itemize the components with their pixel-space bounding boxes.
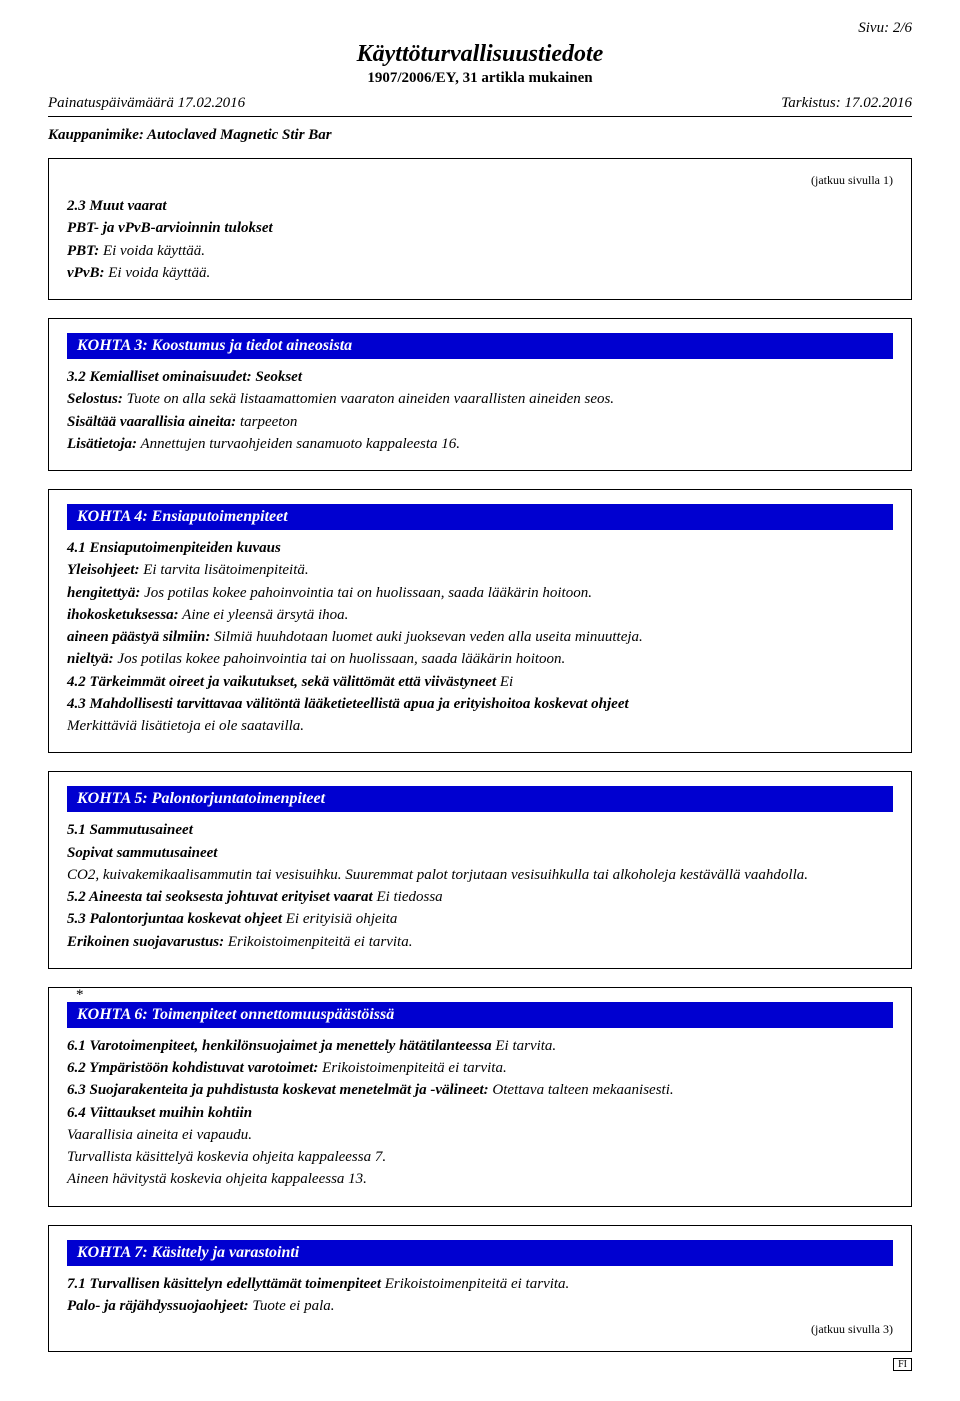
document-subtitle: 1907/2006/EY, 31 artikla mukainen xyxy=(48,70,912,87)
ihokosketus-label: ihokosketuksessa: xyxy=(67,607,179,623)
language-badge: FI xyxy=(893,1358,912,1371)
continued-next-note: (jatkuu sivulla 3) xyxy=(67,1322,893,1337)
section-7-header: KOHTA 7: Käsittely ja varastointi xyxy=(67,1240,893,1266)
pbt-label: PBT: xyxy=(67,243,99,259)
sec4-2-heading: 4.2 Tärkeimmät oireet ja vaikutukset, se… xyxy=(67,674,496,690)
silmiin-label: aineen päästyä silmiin: xyxy=(67,629,210,645)
sec6-4-text2: Turvallista käsittelyä koskevia ohjeita … xyxy=(67,1149,386,1165)
continued-from-note: (jatkuu sivulla 1) xyxy=(67,173,893,188)
sec5-1-heading: 5.1 Sammutusaineet xyxy=(67,822,193,838)
divider xyxy=(48,116,912,117)
sec5-3-heading: 5.3 Palontorjuntaa koskevat ohjeet xyxy=(67,911,282,927)
sec6-4-heading: 6.4 Viittaukset muihin kohtiin xyxy=(67,1105,252,1121)
selostus-label: Selostus: xyxy=(67,391,123,407)
section-4-header: KOHTA 4: Ensiaputoimenpiteet xyxy=(67,504,893,530)
sec6-4-text3: Aineen hävitystä koskevia ohjeita kappal… xyxy=(67,1171,367,1187)
sec4-1-heading: 4.1 Ensiaputoimenpiteiden kuvaus xyxy=(67,540,281,556)
hengitettya-text: Jos potilas kokee pahoinvointia tai on h… xyxy=(140,585,592,601)
vpvb-label: vPvB: xyxy=(67,265,104,281)
page-number: Sivu: 2/6 xyxy=(48,20,912,37)
change-marker-icon: * xyxy=(76,987,84,1004)
silmiin-text: Silmiä huuhdotaan luomet auki juoksevan … xyxy=(210,629,642,645)
section-5-header: KOHTA 5: Palontorjuntatoimenpiteet xyxy=(67,786,893,812)
sec6-2-text: Erikoistoimenpiteitä ei tarvita. xyxy=(318,1060,506,1076)
sec5-2-heading: 5.2 Aineesta tai seoksesta johtuvat erit… xyxy=(67,889,373,905)
yleisohjeet-label: Yleisohjeet: xyxy=(67,562,139,578)
sec7-1-text: Erikoistoimenpiteitä ei tarvita. xyxy=(381,1276,569,1292)
nieltya-label: nieltyä: xyxy=(67,651,114,667)
ihokosketus-text: Aine ei yleensä ärsytä ihoa. xyxy=(179,607,349,623)
sec5-2-text: Ei tiedossa xyxy=(373,889,443,905)
sopivat-heading: Sopivat sammutusaineet xyxy=(67,845,217,861)
section-3-header: KOHTA 3: Koostumus ja tiedot aineosista xyxy=(67,333,893,359)
erikoinen-text: Erikoistoimenpiteitä ei tarvita. xyxy=(224,934,412,950)
selostus-text: Tuote on alla sekä listaamattomien vaara… xyxy=(123,391,614,407)
pbt-vpvb-heading: PBT- ja vPvB-arvioinnin tulokset xyxy=(67,220,273,236)
sec7-1-heading: 7.1 Turvallisen käsittelyn edellyttämät … xyxy=(67,1276,381,1292)
sec6-1-heading: 6.1 Varotoimenpiteet, henkilönsuojaimet … xyxy=(67,1038,492,1054)
sec6-3-heading: 6.3 Suojarakenteita ja puhdistusta koske… xyxy=(67,1082,489,1098)
revision-date: Tarkistus: 17.02.2016 xyxy=(781,95,912,112)
section-6-box: KOHTA 6: Toimenpiteet onnettomuuspäästöi… xyxy=(48,987,912,1207)
print-date: Painatuspäivämäärä 17.02.2016 xyxy=(48,95,245,112)
section-3-box: KOHTA 3: Koostumus ja tiedot aineosista … xyxy=(48,318,912,471)
section-7-box: KOHTA 7: Käsittely ja varastointi 7.1 Tu… xyxy=(48,1225,912,1353)
section-4-box: KOHTA 4: Ensiaputoimenpiteet 4.1 Ensiapu… xyxy=(48,489,912,753)
sisaltaa-label: Sisältää vaarallisia aineita: xyxy=(67,414,236,430)
sec2-3-heading: 2.3 Muut vaarat xyxy=(67,198,167,214)
palo-text: Tuote ei pala. xyxy=(249,1298,335,1314)
sec4-3-heading: 4.3 Mahdollisesti tarvittavaa välitöntä … xyxy=(67,696,629,712)
vpvb-value: Ei voida käyttää. xyxy=(104,265,210,281)
sisaltaa-text: tarpeeton xyxy=(236,414,297,430)
hengitettya-label: hengitettyä: xyxy=(67,585,140,601)
section-5-box: KOHTA 5: Palontorjuntatoimenpiteet 5.1 S… xyxy=(48,771,912,969)
sec6-1-text: Ei tarvita. xyxy=(492,1038,557,1054)
lisatietoja-text: Annettujen turvaohjeiden sanamuoto kappa… xyxy=(137,436,460,452)
erikoinen-label: Erikoinen suojavarustus: xyxy=(67,934,224,950)
section-6-header: KOHTA 6: Toimenpiteet onnettomuuspäästöi… xyxy=(67,1002,893,1028)
lisatietoja-label: Lisätietoja: xyxy=(67,436,137,452)
sec5-3-text: Ei erityisiä ohjeita xyxy=(282,911,397,927)
section-2-box: (jatkuu sivulla 1) 2.3 Muut vaarat PBT- … xyxy=(48,158,912,300)
yleisohjeet-text: Ei tarvita lisätoimenpiteitä. xyxy=(139,562,308,578)
pbt-value: Ei voida käyttää. xyxy=(99,243,205,259)
document-title: Käyttöturvallisuustiedote xyxy=(48,41,912,68)
sec4-2-text: Ei xyxy=(496,674,513,690)
trade-name: Kauppanimike: Autoclaved Magnetic Stir B… xyxy=(48,127,912,144)
sec6-4-text1: Vaarallisia aineita ei vapaudu. xyxy=(67,1127,252,1143)
sec3-2-heading: 3.2 Kemialliset ominaisuudet: Seokset xyxy=(67,369,302,385)
palo-label: Palo- ja räjähdyssuojaohjeet: xyxy=(67,1298,249,1314)
sec6-3-text: Otettava talteen mekaanisesti. xyxy=(489,1082,674,1098)
sec4-3-text: Merkittäviä lisätietoja ei ole saatavill… xyxy=(67,718,304,734)
sammutus-text: CO2, kuivakemikaalisammutin tai vesisuih… xyxy=(67,867,808,883)
sec6-2-heading: 6.2 Ympäristöön kohdistuvat varotoimet: xyxy=(67,1060,318,1076)
nieltya-text: Jos potilas kokee pahoinvointia tai on h… xyxy=(114,651,566,667)
